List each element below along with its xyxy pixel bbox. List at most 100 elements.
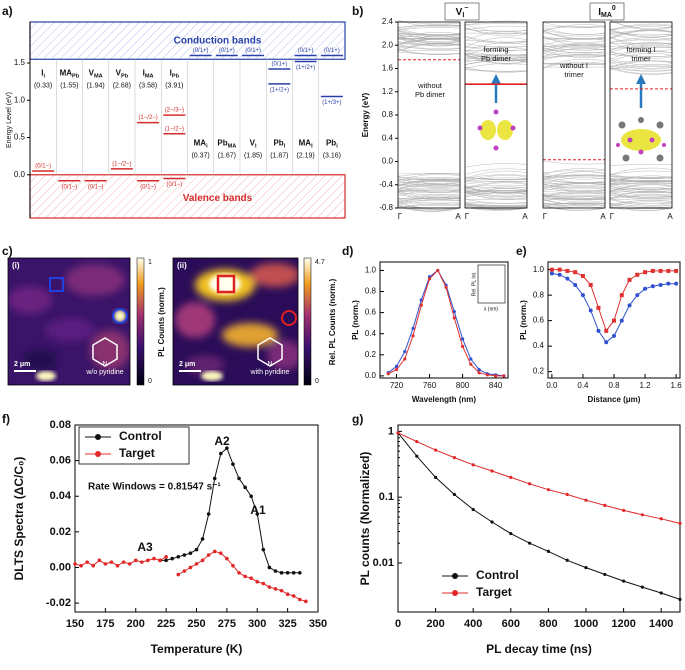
defect-energy: (1.94) [86,82,104,89]
colorbar-label: Rel. PL Counts (norm.) [328,278,337,365]
x-tick-label: 175 [96,618,114,630]
marker [453,493,456,496]
map-tag: (ii) [177,261,187,270]
band [465,40,527,42]
x-tick-label: 400 [464,618,482,630]
marker [565,277,569,281]
marker [91,564,95,568]
defect-name-part: i [336,144,338,150]
marker [461,345,464,348]
colorbar-min: 0 [315,378,319,385]
x-tick-label: 800 [539,618,557,630]
x-tick-label: 0.8 [608,381,620,390]
k-label: Γ [465,212,470,221]
defect-name-part: I [311,144,313,150]
x-tick-label: 300 [248,618,266,630]
defect-energy: (1.87) [270,152,288,159]
level-label: (0/1+) [245,48,261,54]
marker [140,560,144,564]
band [465,202,527,204]
marker [189,566,193,570]
marker [85,560,89,564]
level-label: (1+/2+) [296,65,315,71]
marker [207,512,211,516]
x-axis-label: Wavelength (nm) [412,395,476,404]
defect-name-part: Pb [217,139,227,148]
band [398,174,460,177]
peak-label: A3 [137,540,153,554]
marker [502,374,505,377]
x-axis-label: Distance (μm) [588,395,641,404]
band [543,168,605,174]
marker [628,303,632,307]
band [543,161,605,164]
inset-xlabel: λ (nm) [484,306,499,312]
x-tick-label: 0.0 [546,381,558,390]
y-tick-label: 1.0 [533,265,545,274]
header-part: 0 [612,5,616,12]
marker [558,268,562,272]
y-axis-label: PL (norm.) [519,300,528,340]
marker [596,329,600,333]
marker [604,329,608,333]
y-tick-label: -0.02 [46,597,71,609]
series-line [398,433,680,524]
legend-label: Target [119,446,155,460]
marker [195,562,199,566]
legend-label: Control [119,429,162,443]
x-tick-label: 760 [423,381,437,390]
marker [453,316,456,319]
level-label: (0/1−) [61,184,77,190]
inset-ylabel: Rel. PL Int. [471,272,477,297]
annotation: forming I [626,45,655,54]
marker [219,551,223,555]
marker [660,517,663,520]
level-label: (1+/2+) [270,87,289,93]
marker [659,269,663,273]
defect-energy: (3.91) [165,82,183,89]
marker [280,571,284,575]
k-label: Γ [610,212,615,221]
legend-marker [452,590,458,596]
marker [189,551,193,555]
defect-name-part: Pb [72,74,80,80]
defect-name-part: i [206,144,208,150]
band [610,196,672,198]
defect-energy: (3.16) [323,152,341,159]
y-tick-label: 0.08 [50,419,71,431]
marker [268,585,272,589]
band [398,193,460,195]
y-axis-label: PL counts (Normalized) [358,452,372,586]
defect-name-part: MA [228,144,237,150]
marker [469,357,472,360]
marker [635,293,639,297]
y-tick-label: 1.2 [382,87,394,96]
panel-label: c) [2,244,13,258]
defect-name: MAI [299,139,313,150]
marker [620,319,624,323]
marker [395,368,398,371]
marker [231,564,235,568]
defect-energy: (1.55) [60,82,78,89]
legend-label: Control [476,568,519,582]
header-part: − [464,5,468,12]
x-tick-label: 0 [395,618,401,630]
marker [411,334,414,337]
defect-name: IMA [143,69,154,80]
peak-label: A2 [214,434,230,448]
y-tick-label: -0.4 [379,180,393,189]
y-tick-label: 2.4 [382,17,394,26]
y-tick-label: 0.5 [14,133,26,142]
panel-label: d) [342,244,353,258]
level-label: (0/1+) [219,48,235,54]
marker [674,269,678,273]
annotation: without [417,81,443,90]
legend-marker [95,434,101,440]
defect-energy: (1.67) [218,152,236,159]
y-axis-label: PL (norm.) [351,300,360,340]
band [465,29,527,31]
y-tick-label: 0.02 [50,526,71,538]
marker [403,350,406,353]
marker [628,278,632,282]
y-tick-label: 0.8 [365,287,377,296]
